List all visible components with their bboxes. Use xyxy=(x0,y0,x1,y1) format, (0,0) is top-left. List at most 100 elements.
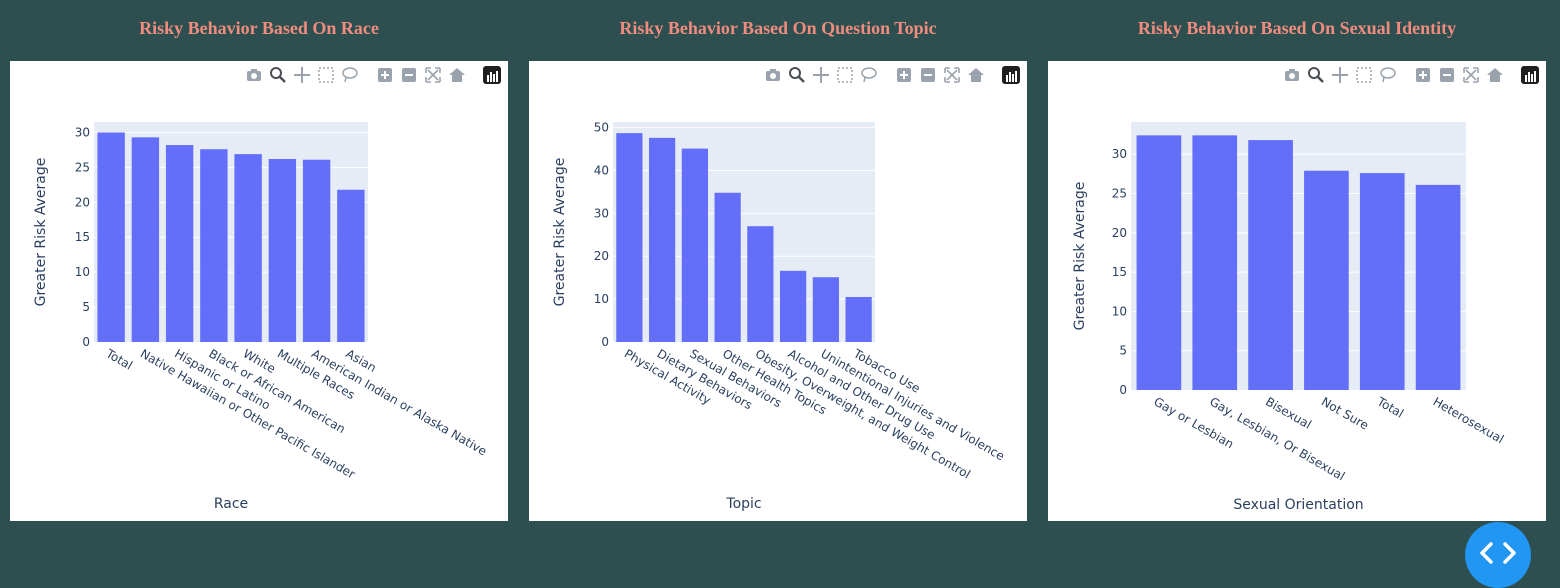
box-select-button[interactable] xyxy=(1353,65,1374,86)
autoscale-button[interactable] xyxy=(941,65,962,86)
camera-icon xyxy=(246,69,261,81)
zoom-in-icon xyxy=(1415,68,1430,82)
bar[interactable] xyxy=(97,132,125,342)
bar[interactable] xyxy=(1304,170,1349,390)
x-tick-label: Total xyxy=(103,346,135,373)
lasso-select-icon xyxy=(341,67,358,83)
plot-area xyxy=(1131,122,1466,390)
bar[interactable] xyxy=(302,159,331,342)
bar[interactable] xyxy=(200,149,228,342)
y-tick-label: 10 xyxy=(1112,304,1127,318)
y-tick-label: 5 xyxy=(1119,344,1127,358)
zoom-button[interactable] xyxy=(267,65,288,86)
autoscale-button[interactable] xyxy=(1460,65,1481,86)
lasso-select-button[interactable] xyxy=(858,65,879,86)
y-tick-label: 0 xyxy=(1119,383,1127,397)
chart-card-sexual-identity: 0 5 10 15 20 25 30 Gay or Lesbian Gay, Lesbian, … xyxy=(1048,61,1546,521)
zoom-in-button[interactable] xyxy=(893,65,914,86)
bar[interactable] xyxy=(131,137,160,342)
bar[interactable] xyxy=(1248,140,1293,390)
plotly-logo-icon xyxy=(1001,66,1020,84)
bar[interactable] xyxy=(1359,173,1405,390)
bar[interactable] xyxy=(747,226,774,342)
bar[interactable] xyxy=(337,189,365,342)
bar[interactable] xyxy=(268,159,297,342)
bar[interactable] xyxy=(616,133,643,342)
reset-axes-button[interactable] xyxy=(1484,65,1505,86)
zoom-out-button[interactable] xyxy=(398,65,419,86)
plotly-logo-button[interactable] xyxy=(1000,65,1021,86)
y-tick-label: 50 xyxy=(594,121,609,135)
autoscale-icon xyxy=(424,67,441,83)
autoscale-icon xyxy=(1462,67,1479,83)
zoom-out-button[interactable] xyxy=(917,65,938,86)
zoom-out-button[interactable] xyxy=(1436,65,1457,86)
pan-button[interactable] xyxy=(291,65,312,86)
box-select-icon xyxy=(317,67,334,83)
modebar xyxy=(1281,64,1540,86)
pan-button[interactable] xyxy=(810,65,831,86)
chart-card-race: 0 5 10 15 20 25 30 Total Native Hawaiian or Othe… xyxy=(10,61,508,521)
lasso-select-button[interactable] xyxy=(1377,65,1398,86)
modebar xyxy=(243,64,502,86)
zoom-icon xyxy=(1307,67,1324,83)
code-toggle-button[interactable] xyxy=(1465,522,1531,588)
bar[interactable] xyxy=(1192,135,1238,390)
camera-icon xyxy=(765,69,780,81)
plotly-logo-button[interactable] xyxy=(481,65,502,86)
zoom-in-button[interactable] xyxy=(1412,65,1433,86)
camera-button[interactable] xyxy=(243,65,264,86)
x-tick-label: Not Sure xyxy=(1319,394,1371,432)
camera-button[interactable] xyxy=(762,65,783,86)
pan-button[interactable] xyxy=(1329,65,1350,86)
y-tick-label: 20 xyxy=(594,249,609,263)
bar[interactable] xyxy=(234,154,262,342)
pan-icon xyxy=(1331,67,1348,83)
modebar xyxy=(762,64,1021,86)
y-tick-label: 40 xyxy=(594,163,609,177)
plotly-logo-button[interactable] xyxy=(1519,65,1540,86)
y-tick-label: 20 xyxy=(75,195,90,209)
camera-button[interactable] xyxy=(1281,65,1302,86)
bar[interactable] xyxy=(649,137,676,342)
bar[interactable] xyxy=(845,296,872,342)
x-axis-title: Topic xyxy=(725,496,761,512)
reset-axes-icon xyxy=(1486,68,1503,82)
x-tick-label: Heterosexual xyxy=(1431,394,1507,446)
chart-title-topic: Risky Behavior Based On Question Topic xyxy=(619,18,937,38)
box-select-button[interactable] xyxy=(834,65,855,86)
zoom-in-button[interactable] xyxy=(374,65,395,86)
x-axis-title: Sexual Orientation xyxy=(1233,497,1363,513)
zoom-in-icon xyxy=(377,68,392,82)
y-tick-label: 10 xyxy=(594,292,609,306)
y-axis-title: Greater Risk Average xyxy=(33,158,49,307)
zoom-icon xyxy=(269,67,286,83)
bar[interactable] xyxy=(1136,135,1182,390)
y-tick-label: 5 xyxy=(82,300,90,314)
x-tick-label: Total xyxy=(1374,394,1406,421)
bar[interactable] xyxy=(681,148,708,342)
zoom-button[interactable] xyxy=(1305,65,1326,86)
bar[interactable] xyxy=(1415,184,1461,390)
bar[interactable] xyxy=(780,270,807,342)
zoom-icon xyxy=(788,67,805,83)
reset-axes-button[interactable] xyxy=(965,65,986,86)
chart-title-race: Risky Behavior Based On Race xyxy=(139,18,379,38)
plotly-logo-icon xyxy=(482,66,501,84)
zoom-button[interactable] xyxy=(786,65,807,86)
bar[interactable] xyxy=(714,192,741,342)
camera-icon xyxy=(1284,69,1299,81)
bar[interactable] xyxy=(812,277,839,342)
box-select-button[interactable] xyxy=(315,65,336,86)
lasso-select-button[interactable] xyxy=(339,65,360,86)
bar[interactable] xyxy=(165,145,194,342)
pan-icon xyxy=(812,67,829,83)
y-tick-label: 10 xyxy=(75,265,90,279)
reset-axes-button[interactable] xyxy=(446,65,467,86)
box-select-icon xyxy=(836,67,853,83)
reset-axes-icon xyxy=(967,68,984,82)
autoscale-button[interactable] xyxy=(422,65,443,86)
y-tick-label: 15 xyxy=(1112,265,1127,279)
